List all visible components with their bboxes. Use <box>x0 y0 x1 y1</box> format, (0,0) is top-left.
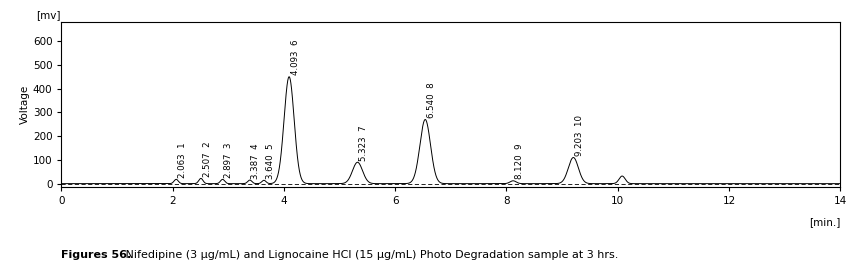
Text: 2.897  3: 2.897 3 <box>224 142 233 178</box>
Text: 8.120  9: 8.120 9 <box>514 144 523 179</box>
Text: 6.540  8: 6.540 8 <box>426 82 435 118</box>
Text: 2.507  2: 2.507 2 <box>202 141 211 177</box>
Text: 5.323  7: 5.323 7 <box>359 125 368 161</box>
Text: 3.387  4: 3.387 4 <box>251 143 260 179</box>
Text: 9.203  10: 9.203 10 <box>574 115 584 156</box>
Y-axis label: Voltage: Voltage <box>20 85 30 124</box>
Text: Figures 56.: Figures 56. <box>61 250 131 259</box>
Text: Nifedipine (3 μg/mL) and Lignocaine HCl (15 μg/mL) Photo Degradation sample at 3: Nifedipine (3 μg/mL) and Lignocaine HCl … <box>122 250 618 259</box>
Text: [mv]: [mv] <box>36 10 60 21</box>
Text: 3.640  5: 3.640 5 <box>265 143 274 179</box>
Text: 2.063  1: 2.063 1 <box>177 142 187 178</box>
Text: 4.093  6: 4.093 6 <box>291 40 299 75</box>
Text: [min.]: [min.] <box>808 217 839 227</box>
